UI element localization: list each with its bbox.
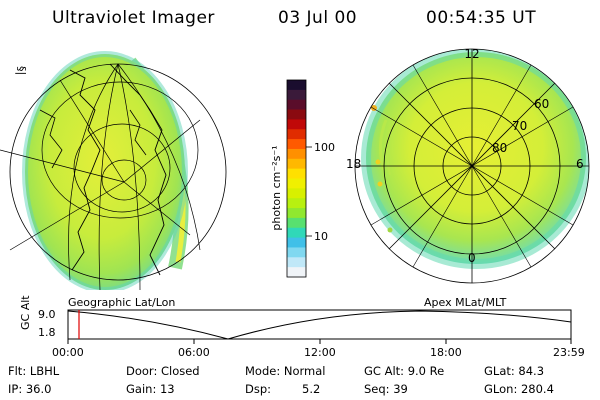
colorbar-band — [287, 188, 306, 199]
gc-alt-curve — [67, 310, 572, 340]
timeline-ytick-low: 1.8 — [38, 326, 56, 339]
colorbar-tick-100: 100 — [314, 141, 335, 154]
timeline-ytick-high: 9.0 — [38, 308, 56, 321]
colorbar-band — [287, 227, 306, 239]
mlat-label-70: 70 — [512, 119, 527, 133]
colorbar-unit-label: photon cm⁻²s⁻¹ — [270, 145, 283, 230]
timeline-xtick-0000: 00:00 — [52, 346, 84, 359]
colorbar-band — [287, 267, 306, 278]
colorbar-band — [287, 208, 306, 219]
colorbar-band — [287, 217, 306, 229]
glon-info: GLon: 280.4 — [484, 382, 554, 396]
timeline-xtick-1200: 12:00 — [304, 346, 336, 359]
colorbar-band — [287, 80, 306, 91]
colorbar-band — [287, 119, 306, 130]
colorbar-band — [287, 148, 306, 160]
colorbar-band — [287, 109, 306, 120]
filter-info: Flt: LBHL — [8, 364, 60, 378]
colorbar-band — [287, 99, 306, 111]
gc-alt-info: GC Alt: 9.0 Re — [364, 364, 445, 378]
colorbar-band — [287, 168, 306, 180]
colorbar-band — [287, 178, 306, 189]
gain-info: Gain: 13 — [126, 382, 175, 396]
time-label: 00:54:35 UT — [426, 8, 537, 28]
right-panel-caption: Apex MLat/MLT — [424, 296, 507, 309]
colorbar-band — [287, 198, 306, 209]
mlat-label-80: 80 — [492, 141, 507, 155]
app-title: Ultraviolet Imager — [52, 8, 215, 28]
mlt-label-6: 6 — [576, 157, 584, 171]
seq-info: Seq: 39 — [364, 382, 408, 396]
glat-info: GLat: 84.3 — [484, 364, 545, 378]
dsp-value: 5.2 — [302, 382, 321, 396]
mlt-label-12: 12 — [464, 47, 479, 61]
timeline-ylabel: GC Alt — [19, 295, 32, 330]
timeline-xtick-1800: 18:00 — [430, 346, 462, 359]
timeline-xtick-2359: 23:59 — [553, 346, 585, 359]
mode-info: Mode: Normal — [245, 364, 326, 378]
mlt-label-18: 18 — [346, 157, 361, 171]
colorbar-frame — [286, 79, 307, 278]
colorbar-band — [287, 89, 306, 101]
date-label: 03 Jul 00 — [278, 8, 358, 28]
mlat-label-60: 60 — [534, 97, 549, 111]
colorbar-band — [287, 139, 306, 150]
colorbar — [287, 80, 306, 278]
colorbar-tick-10: 10 — [314, 230, 328, 243]
orientation-mark: §| — [15, 66, 28, 75]
door-info: Door: Closed — [126, 364, 200, 378]
geographic-image — [0, 51, 227, 290]
dsp-label: Dsp: — [245, 382, 272, 396]
mlt-label-0: 0 — [468, 251, 476, 265]
left-panel-caption: Geographic Lat/Lon — [68, 296, 176, 309]
colorbar-band — [287, 129, 306, 140]
timeline-xtick-0600: 06:00 — [178, 346, 210, 359]
ip-info: IP: 36.0 — [8, 382, 52, 396]
mlat-mlt-image — [354, 48, 590, 284]
colorbar-band — [287, 237, 306, 249]
colorbar-band — [287, 257, 306, 268]
colorbar-band — [287, 247, 306, 258]
colorbar-band — [287, 158, 306, 170]
